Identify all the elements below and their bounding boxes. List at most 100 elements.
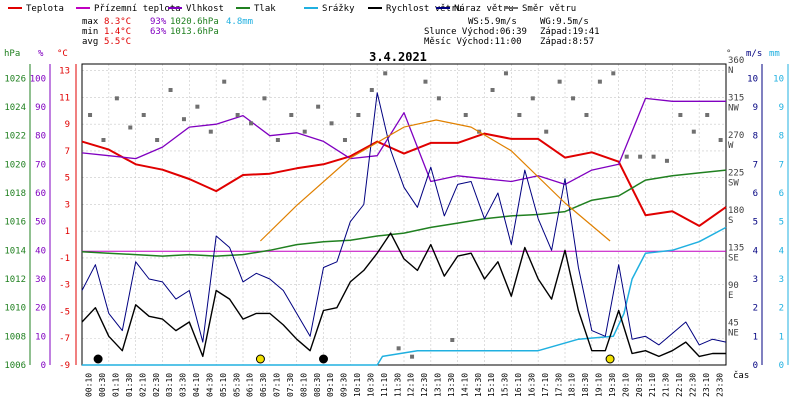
tick-label-rain: 3 xyxy=(779,275,784,285)
wind-direction-point xyxy=(396,346,401,351)
tick-label-direction: 360 xyxy=(728,56,744,66)
x-tick-label: 04:10 xyxy=(192,373,201,397)
sunset-marker xyxy=(605,354,615,364)
sun-set-time: Západ:19:41 xyxy=(540,27,600,37)
x-tick-label: 11:10 xyxy=(380,373,389,397)
tick-label-rain: 5 xyxy=(779,218,784,228)
legend-label: Teplota xyxy=(26,4,64,14)
x-tick-label: 17:10 xyxy=(541,373,550,397)
axes: 1006100810101012101410161018102010221024… xyxy=(4,56,789,397)
x-tick-label: 04:30 xyxy=(205,373,214,397)
wind-direction-point xyxy=(638,154,643,159)
x-tick-label: 02:30 xyxy=(152,373,161,397)
tick-label-temperature: -7 xyxy=(59,334,70,344)
tick-label-pressure: 1026 xyxy=(4,74,26,84)
tick-label-pressure: 1010 xyxy=(4,304,26,314)
tick-label-temperature: -5 xyxy=(59,307,70,317)
x-tick-label: 14:10 xyxy=(460,373,469,397)
tick-label-rain: 7 xyxy=(779,160,784,170)
stats-humidity: 63% xyxy=(150,27,167,37)
x-tick-label: 23:10 xyxy=(702,373,711,397)
tick-label-humidity: 100 xyxy=(30,74,46,84)
tick-label-direction: 180 xyxy=(728,206,744,216)
tick-label-direction: NW xyxy=(728,104,739,114)
wind-direction-point xyxy=(329,121,334,126)
x-tick-label: 22:10 xyxy=(675,373,684,397)
tick-label-wind: 4 xyxy=(753,246,758,256)
moon-times: Měsíc Východ:11:00 xyxy=(424,37,522,47)
legend-label: Srážky xyxy=(322,4,355,14)
stats-humidity: 93% xyxy=(150,17,167,27)
x-tick-label: 15:10 xyxy=(487,373,496,397)
wind-direction-point xyxy=(463,113,468,117)
chart-title: 3.4.2021 xyxy=(369,50,427,64)
unit-time: čas xyxy=(733,370,749,381)
stats-pressure: 1020.6hPa xyxy=(170,17,219,27)
legend-label: Vlhkost xyxy=(186,4,224,14)
wind-direction-point xyxy=(544,129,549,134)
wind-direction-point xyxy=(436,96,441,101)
wind-direction-point xyxy=(450,338,455,342)
tick-label-wind: 2 xyxy=(753,304,758,314)
rain-line xyxy=(82,226,727,366)
wind-direction-point xyxy=(168,88,173,92)
tick-label-wind: 3 xyxy=(753,275,758,285)
tick-label-humidity: 80 xyxy=(35,132,46,142)
legend-label: Náraz větru xyxy=(454,4,514,14)
tick-label-pressure: 1012 xyxy=(4,275,26,285)
tick-label-humidity: 90 xyxy=(35,103,46,113)
stats-temp: 5.5°C xyxy=(104,37,131,47)
humidity-line xyxy=(81,97,726,186)
x-tick-label: 19:10 xyxy=(595,373,604,397)
grid xyxy=(81,63,727,366)
wind-direction-point xyxy=(249,121,254,126)
legend-label: Přízemní teplota xyxy=(94,4,181,14)
tick-label-wind: 7 xyxy=(753,160,758,170)
wind-direction-point xyxy=(490,88,495,92)
x-tick-label: 02:10 xyxy=(138,373,147,397)
x-tick-label: 21:10 xyxy=(648,373,657,397)
wind-direction-point xyxy=(356,113,361,117)
x-tick-label: 12:10 xyxy=(407,373,416,397)
sun-elevation-line xyxy=(259,119,611,242)
tick-label-rain: 0 xyxy=(779,361,784,371)
tick-label-direction: NE xyxy=(728,329,739,339)
tick-label-direction: 270 xyxy=(728,131,744,141)
x-tick-label: 15:30 xyxy=(501,373,510,397)
wind-direction-point xyxy=(678,113,683,117)
tick-label-temperature: -3 xyxy=(59,281,70,291)
series xyxy=(81,71,727,366)
wind-direction-point xyxy=(88,113,93,117)
wind-direction-point xyxy=(222,79,227,84)
tick-label-humidity: 30 xyxy=(35,275,46,285)
tick-label-humidity: 50 xyxy=(35,218,46,228)
wind-direction-point xyxy=(128,125,133,130)
wind-direction-point xyxy=(369,88,374,92)
tick-label-temperature: 7 xyxy=(65,147,70,157)
x-tick-label: 09:30 xyxy=(340,373,349,397)
unit-pct: % xyxy=(38,49,44,59)
tick-label-wind: 6 xyxy=(753,189,758,199)
legend-label: Směr větru xyxy=(522,4,576,14)
header: Teplota Přízemní teplota Vlhkost Tlak Srážky… xyxy=(8,4,600,47)
legend-label: Rychlost větru xyxy=(386,4,462,14)
stats-label: avg xyxy=(82,37,98,47)
plot-frame xyxy=(81,63,727,366)
wind-direction-point xyxy=(195,104,200,109)
wind-direction-point xyxy=(316,104,321,109)
markers xyxy=(93,354,615,364)
unit-ms: m/s xyxy=(746,49,762,59)
x-tick-label: 01:30 xyxy=(125,373,134,397)
x-tick-label: 13:10 xyxy=(434,373,443,397)
tick-label-direction: SE xyxy=(728,254,739,264)
tick-label-direction: W xyxy=(728,141,734,151)
tick-label-wind: 5 xyxy=(753,218,758,228)
wind-direction-point xyxy=(155,138,160,142)
wind-direction-point xyxy=(705,113,710,117)
x-tick-label: 10:10 xyxy=(353,373,362,397)
tick-label-direction: 315 xyxy=(728,94,744,104)
wind-direction-point xyxy=(423,79,428,84)
x-tick-label: 06:30 xyxy=(259,373,268,397)
tick-label-rain: 8 xyxy=(779,132,784,142)
